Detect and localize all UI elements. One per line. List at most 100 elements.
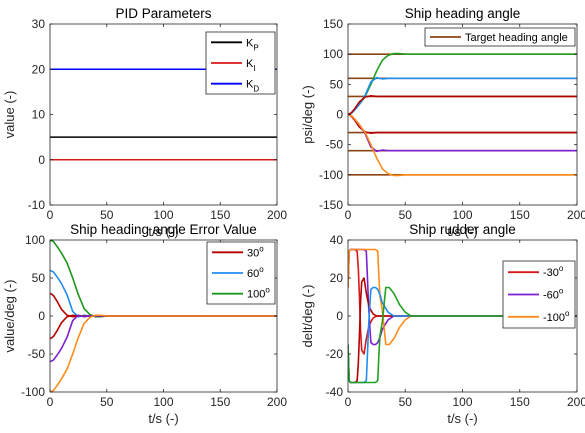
y-tick-label: 10 (32, 108, 46, 122)
x-tick-label: 50 (100, 395, 114, 409)
x-axis-label: t/s (-) (148, 224, 178, 239)
series-line-heading-11 (348, 113, 577, 177)
legend-label-main: K (246, 79, 254, 91)
y-tick-label: -50 (326, 138, 344, 152)
legend-label: KD (246, 79, 259, 94)
y-tick-label: 150 (323, 17, 343, 31)
y-axis-label: value (-) (2, 91, 17, 139)
x-tick-label: 150 (510, 395, 530, 409)
y-tick-label: -20 (326, 347, 344, 361)
legend-label-main: K (246, 58, 254, 70)
x-axis-label: t/s (-) (148, 411, 178, 426)
legend-label-sup: o (559, 287, 564, 296)
legend-label-main: 60 (247, 268, 259, 280)
legend-label: Target heading angle (465, 32, 568, 44)
y-tick-label: -100 (21, 385, 45, 399)
legend-label-main: 100 (247, 289, 265, 301)
y-tick-label: 50 (330, 77, 344, 91)
x-axis-label: t/s (-) (447, 411, 477, 426)
y-tick-label: 0 (336, 309, 343, 323)
legend-label-sub: P (253, 43, 258, 52)
x-tick-label: 200 (567, 208, 585, 222)
legend-label: KP (246, 37, 259, 52)
legend-label-main: -30 (543, 267, 559, 279)
x-tick-label: 100 (452, 395, 472, 409)
x-tick-label: 200 (567, 395, 585, 409)
x-tick-label: 200 (267, 208, 287, 222)
chart-heading: 0 50 100 150 200 -150 -100 -50 0 50 100 150 Ship hea… (300, 6, 585, 239)
x-tick-label: 150 (210, 208, 230, 222)
series-line-error-5 (50, 314, 277, 392)
x-tick-label: 0 (345, 395, 352, 409)
legend-label: -100o (543, 309, 570, 324)
y-tick-label: 0 (336, 108, 343, 122)
legend-label-sup: o (559, 264, 564, 273)
y-tick-label: 100 (25, 233, 45, 247)
legend-label-main: K (246, 37, 254, 49)
legend-label: -60o (543, 287, 564, 302)
legend-label-main: -100 (543, 312, 565, 324)
chart-title: Ship heading angle Error Value (70, 222, 257, 237)
y-tick-label: 50 (32, 271, 46, 285)
x-axis-label: t/s (-) (447, 224, 477, 239)
y-tick-label: -10 (28, 198, 46, 212)
x-tick-label: 50 (399, 395, 413, 409)
series-group (348, 52, 577, 177)
legend-label-sub: D (253, 85, 259, 94)
y-tick-label: 100 (323, 47, 343, 61)
y-axis-label: delt/deg (-) (300, 285, 315, 348)
y-tick-label: -40 (326, 385, 344, 399)
legend-label-sub: I (253, 64, 255, 73)
y-tick-label: 30 (32, 17, 46, 31)
x-tick-label: 150 (210, 395, 230, 409)
y-tick-label: -100 (319, 168, 343, 182)
legend-box (424, 27, 576, 47)
x-tick-label: 100 (153, 208, 173, 222)
chart-title: PID Parameters (115, 6, 211, 21)
legend-label-main: 30 (247, 247, 259, 259)
legend: -30o-60o-100o (502, 260, 576, 329)
series-line-heading-8 (348, 95, 577, 116)
x-tick-label: 100 (452, 208, 472, 222)
series-group (50, 240, 277, 392)
x-tick-label: 200 (267, 395, 287, 409)
legend-label: 30o (247, 244, 264, 259)
x-tick-label: 0 (47, 208, 54, 222)
y-tick-label: 20 (330, 271, 344, 285)
x-tick-label: 0 (345, 208, 352, 222)
y-axis-label: psi/deg (-) (300, 85, 315, 144)
x-tick-label: 100 (153, 395, 173, 409)
legend-label-sup: o (259, 244, 264, 253)
legend-label-sup: o (259, 265, 264, 274)
chart-title: Ship heading angle (405, 6, 521, 21)
y-tick-label: 0 (38, 309, 45, 323)
y-tick-label: -50 (28, 347, 46, 361)
plot-area (348, 24, 577, 205)
x-tick-label: 0 (47, 395, 54, 409)
y-axis-label: value/deg (-) (2, 280, 17, 353)
y-tick-label: 0 (38, 153, 45, 167)
chart-title: Ship rudder angle (409, 222, 516, 237)
legend: Target heading angle (424, 27, 576, 47)
x-tick-label: 150 (510, 208, 530, 222)
series-line-rudder-5 (348, 286, 577, 384)
y-tick-label: 20 (32, 62, 46, 76)
legend-label-sup: o (565, 309, 570, 318)
x-tick-label: 50 (100, 208, 114, 222)
chart-error: 0 50 100 150 200 -100 -50 0 50 100 Ship heading an… (2, 222, 287, 426)
y-tick-label: -150 (319, 198, 343, 212)
legend-label: 100o (247, 286, 270, 301)
legend-label: 60o (247, 265, 264, 280)
x-tick-label: 50 (399, 208, 413, 222)
legend-label-main: -60 (543, 290, 559, 302)
series-line-rudder-2 (348, 248, 577, 346)
chart-rudder: 0 50 100 150 200 -40 -20 0 20 40 Ship rudder angle… (300, 222, 585, 426)
legend-label-sup: o (265, 286, 270, 295)
legend-label: KI (246, 58, 256, 73)
legend-label: -30o (543, 264, 564, 279)
series-group (348, 248, 577, 384)
